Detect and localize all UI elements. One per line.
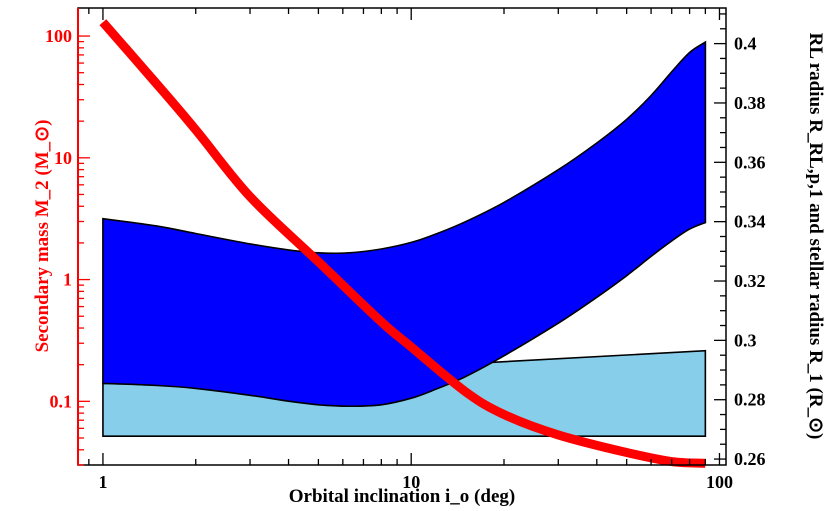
x-axis-title-text: Orbital inclination i_o (deg) <box>289 486 515 507</box>
right-y-tick-label: 0.28 <box>734 390 766 410</box>
right-y-tick-label: 0.3 <box>734 330 757 350</box>
left-y-tick-label: 1 <box>63 270 72 290</box>
right-y-tick-label: 0.32 <box>734 271 766 291</box>
x-tick-label: 1 <box>98 472 107 492</box>
right-y-tick-label: 0.26 <box>734 449 766 469</box>
left-axis-title: Secondary mass M_2 (M_⊙) <box>32 120 53 353</box>
plot-area <box>99 19 707 468</box>
radius-band-blue <box>102 40 707 408</box>
right-y-tick-label: 0.34 <box>734 212 766 232</box>
right-y-tick-label: 0.38 <box>734 93 766 113</box>
axis-ticks: 1 10 1000.11101000.260.280.30.320.340.360.… <box>45 8 766 492</box>
left-axis-title-text: Secondary mass M_2 (M_⊙) <box>32 120 53 353</box>
secondary-mass-curve <box>99 19 706 468</box>
right-axis-title: RL radius R_RL,p,1 and stellar radius R_… <box>805 33 826 440</box>
left-y-tick-label: 10 <box>54 148 72 168</box>
x-tick-label: 10 <box>402 472 420 492</box>
right-y-tick-label: 0.4 <box>734 34 757 54</box>
right-y-tick-label: 0.36 <box>734 152 766 172</box>
right-axis-title-text: RL radius R_RL,p,1 and stellar radius R_… <box>805 33 826 440</box>
x-axis-title: Orbital inclination i_o (deg) <box>289 486 515 507</box>
x-tick-label: 100 <box>706 472 733 492</box>
left-y-tick-label: 100 <box>45 26 72 46</box>
left-y-tick-label: 0.1 <box>50 391 73 411</box>
